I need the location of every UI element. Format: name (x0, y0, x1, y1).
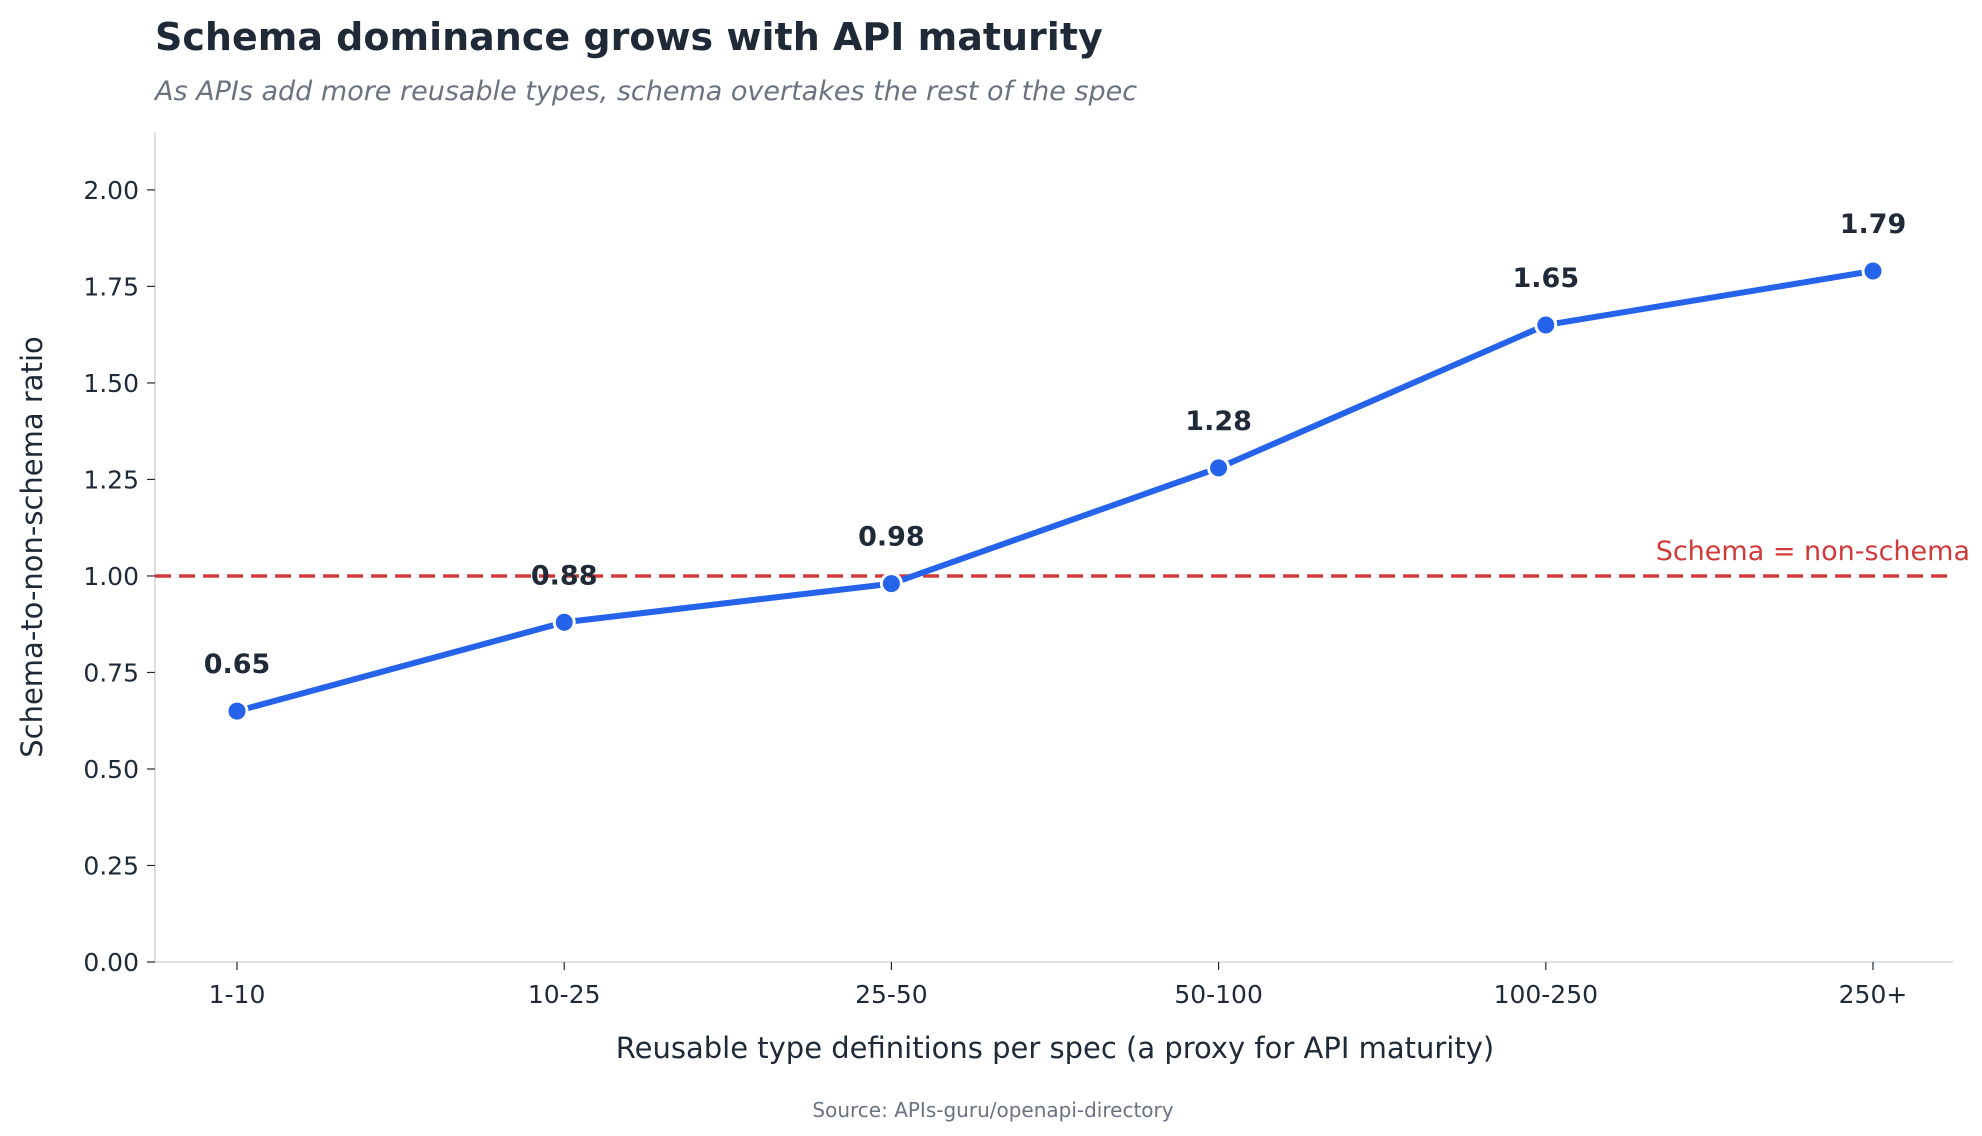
y-tick-label: 1.00 (83, 562, 139, 591)
data-label: 1.28 (1185, 406, 1252, 437)
data-point (225, 699, 249, 723)
y-tick-label: 0.25 (83, 851, 139, 880)
x-tick-label: 50-100 (1174, 980, 1263, 1009)
chart-title: Schema dominance grows with API maturity (155, 15, 1103, 59)
source-note: Source: APIs-guru/openapi-directory (812, 1098, 1173, 1122)
x-tick-label: 1-10 (209, 980, 266, 1009)
data-point (1534, 313, 1558, 337)
chart-subtitle: As APIs add more reusable types, schema … (153, 76, 1137, 107)
series-group (225, 259, 1885, 723)
series-line (234, 267, 1876, 715)
y-tick-label: 2.00 (83, 176, 139, 205)
reference-line-label: Schema = non-schema (1656, 536, 1970, 567)
data-point (1207, 456, 1231, 480)
plot-area: 0.00 0.25 0.50 0.75 1.00 1.25 1.50 1.75 2.00 1-1… (83, 132, 1970, 1009)
y-axis-ticks: 0.00 0.25 0.50 0.75 1.00 1.25 1.50 1.75 2.00 (83, 176, 155, 977)
data-point (552, 610, 576, 634)
data-label: 1.79 (1840, 209, 1907, 240)
x-tick-label: 10-25 (528, 980, 601, 1009)
y-tick-label: 0.00 (83, 948, 139, 977)
x-axis-label: Reusable type definitions per spec (a pr… (616, 1031, 1494, 1065)
x-tick-label: 250+ (1839, 980, 1908, 1009)
y-tick-label: 0.50 (83, 755, 139, 784)
data-point (879, 572, 903, 596)
y-tick-label: 0.75 (83, 658, 139, 687)
y-axis-label: Schema-to-non-schema ratio (15, 336, 49, 758)
y-tick-label: 1.50 (83, 369, 139, 398)
x-axis-ticks: 1-10 10-25 25-50 50-100 100-250 250+ (209, 962, 1908, 1009)
data-label: 0.65 (204, 649, 271, 680)
x-tick-label: 100-250 (1494, 980, 1598, 1009)
x-tick-label: 25-50 (855, 980, 928, 1009)
y-tick-label: 1.75 (83, 272, 139, 301)
data-label: 0.98 (858, 522, 925, 553)
y-tick-label: 1.25 (83, 465, 139, 494)
data-label: 1.65 (1512, 263, 1579, 294)
data-label: 0.88 (531, 560, 598, 591)
reference-line-group: Schema = non-schema (155, 536, 1970, 578)
data-point (1861, 259, 1885, 283)
data-labels: 0.65 0.88 0.98 1.28 1.65 1.79 (204, 209, 1907, 680)
